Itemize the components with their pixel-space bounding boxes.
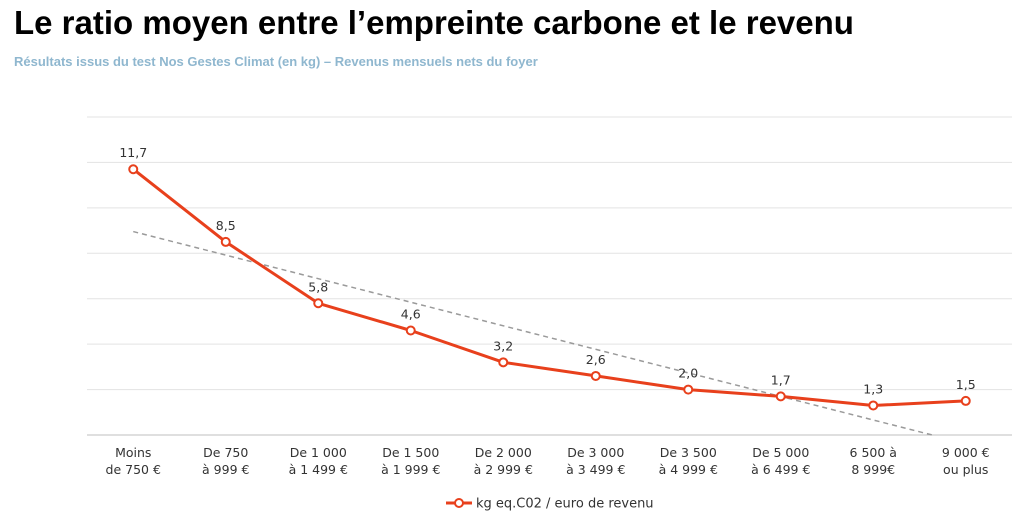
data-point [683, 384, 694, 395]
page-title: Le ratio moyen entre l’empreinte carbone… [14, 4, 854, 41]
data-point [960, 395, 971, 406]
data-label: 4,6 [401, 307, 421, 322]
data-label: 1,7 [771, 372, 791, 387]
data-label: 8,5 [216, 218, 236, 233]
x-tick-label: De 5 000 à 6 499 € [751, 445, 810, 477]
data-label: 11,7 [119, 145, 147, 160]
x-tick-label: De 2 000 à 2 999 € [474, 445, 533, 477]
x-tick-label: De 3 500 à 4 999 € [659, 445, 718, 477]
series-line [132, 168, 966, 407]
page-subtitle: Résultats issus du test Nos Gestes Clima… [14, 54, 538, 69]
x-tick-label: Moins de 750 € [106, 445, 161, 477]
data-point [128, 164, 139, 175]
data-label: 2,6 [586, 352, 606, 367]
data-point [220, 236, 231, 247]
data-point [775, 391, 786, 402]
x-tick-label: De 1 000 à 1 499 € [289, 445, 348, 477]
data-label: 2,0 [678, 366, 698, 381]
legend-marker [454, 498, 464, 508]
x-tick-label: De 1 500 à 1 999 € [381, 445, 440, 477]
data-label: 1,5 [956, 377, 976, 392]
data-point [405, 325, 416, 336]
trendline [133, 230, 933, 436]
x-tick-label: De 750 à 999 € [202, 445, 249, 477]
data-label: 1,3 [863, 381, 883, 396]
data-point [498, 357, 509, 368]
legend-label: kg eq.C02 / euro de revenu [476, 497, 654, 512]
data-label: 3,2 [493, 338, 513, 353]
x-tick-label: 9 000 € ou plus [942, 445, 990, 477]
data-point [868, 400, 879, 411]
x-tick-label: De 3 000 à 3 499 € [566, 445, 625, 477]
data-label: 5,8 [308, 279, 328, 294]
data-point [313, 298, 324, 309]
data-point [590, 370, 601, 381]
